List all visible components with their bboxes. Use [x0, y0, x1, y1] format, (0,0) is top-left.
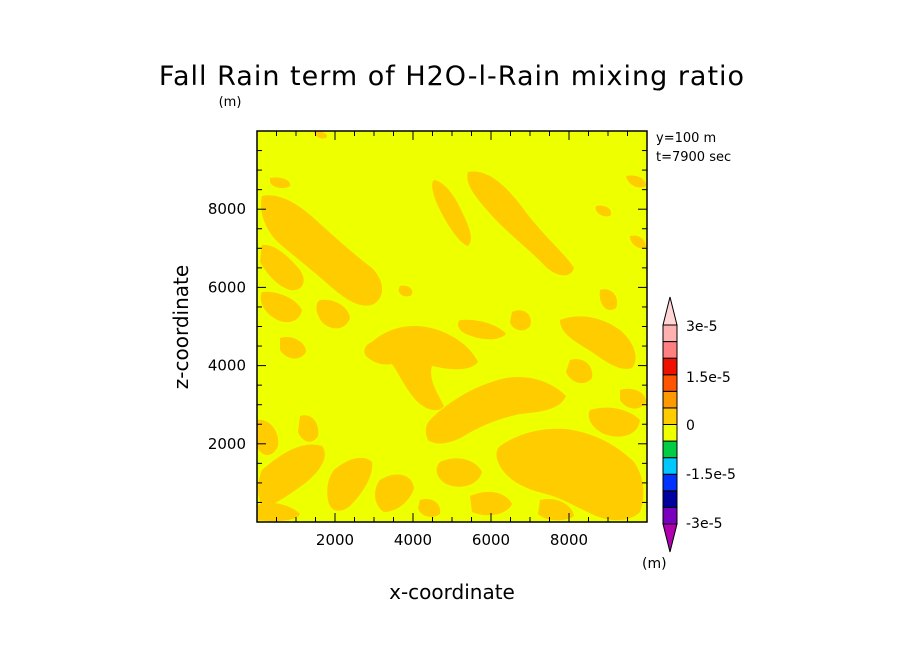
x-tick-label: 6000: [472, 531, 510, 549]
minor-ticks: [257, 131, 647, 522]
y-tick-labels: 2000 4000 6000 8000: [208, 200, 246, 453]
colorbar-unit: (m): [642, 556, 667, 572]
colorbar-box: [662, 506, 678, 525]
colorbar-box: [662, 390, 678, 409]
colorbar-box: [662, 341, 678, 359]
x-axis-label: x-coordinate: [389, 580, 515, 604]
colorbar-min-arrow: [662, 523, 678, 553]
annotation-y: y=100 m: [656, 131, 716, 146]
positive-contour-regions: [257, 131, 646, 522]
colorbar-box: [662, 490, 678, 508]
y-tick-label: 2000: [208, 435, 246, 453]
colorbar-max-arrow: [662, 296, 678, 326]
x-tick-label: 8000: [550, 531, 588, 549]
colorbar-label: -3e-5: [686, 516, 723, 532]
colorbar: [662, 296, 678, 553]
y-axis-label: z-coordinate: [169, 265, 193, 389]
x-tick-label: 4000: [394, 531, 432, 549]
x-tick-label: 2000: [316, 531, 354, 549]
annotation-t: t=7900 sec: [656, 150, 731, 165]
y-tick-label: 4000: [208, 357, 246, 375]
colorbar-box: [662, 324, 678, 343]
x-tick-labels: 2000 4000 6000 8000: [316, 531, 588, 549]
colorbar-box: [662, 473, 678, 492]
colorbar-label: 0: [686, 418, 695, 434]
colorbar-box: [662, 440, 678, 459]
contour-field: [257, 131, 647, 522]
colorbar-labels: 3e-5 1.5e-5 0 -1.5e-5 -3e-5: [686, 319, 736, 532]
y-tick-label: 8000: [208, 200, 246, 218]
title-unit: (m): [219, 95, 242, 110]
colorbar-box: [662, 424, 678, 442]
chart-title: Fall Rain term of H2O-l-Rain mixing rati…: [159, 61, 745, 92]
colorbar-box: [662, 357, 678, 376]
colorbar-label: 3e-5: [686, 319, 717, 335]
colorbar-box: [662, 374, 678, 392]
colorbar-box: [662, 407, 678, 425]
y-tick-label: 6000: [208, 278, 246, 296]
colorbar-label: 1.5e-5: [686, 370, 731, 386]
colorbar-box: [662, 457, 678, 475]
colorbar-label: -1.5e-5: [686, 467, 736, 483]
